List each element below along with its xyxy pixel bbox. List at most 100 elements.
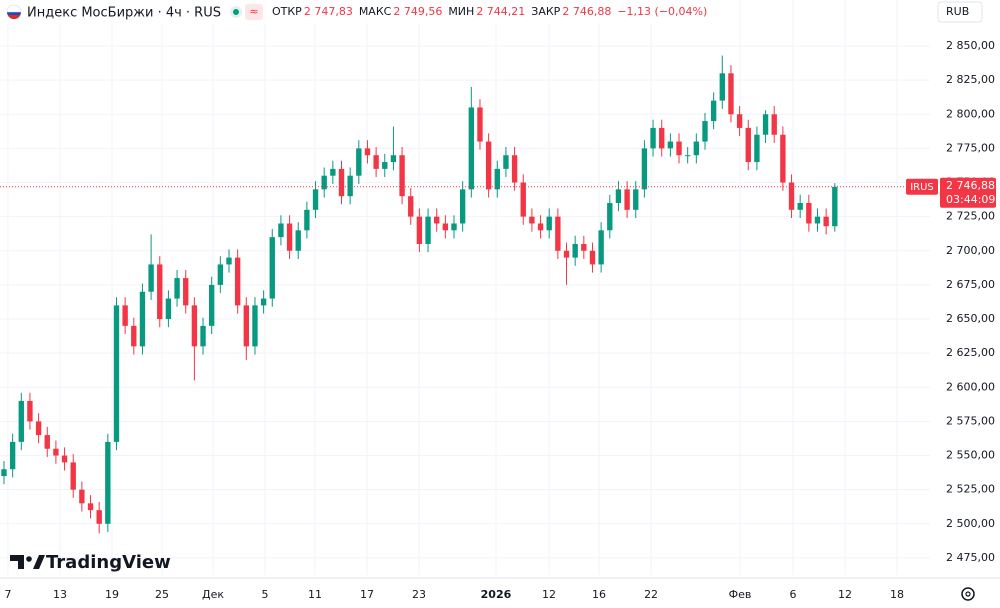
legend-label: ОТКР — [272, 5, 302, 18]
x-tick-label: 7 — [4, 588, 11, 601]
candle-body — [295, 230, 301, 251]
candle-body — [520, 182, 526, 217]
candle-body — [633, 189, 639, 210]
brand-logo-slash — [33, 555, 45, 569]
candle-body — [563, 250, 570, 258]
header-bg — [0, 0, 700, 24]
candle-body — [832, 186, 838, 227]
legend-value: 2 749,56 — [393, 5, 442, 18]
candle-body — [105, 441, 111, 524]
candle-body — [338, 168, 345, 197]
y-tick-label: 2 550,00 — [946, 449, 995, 462]
candle-body — [252, 305, 258, 347]
symbol-tag: IRUS — [910, 182, 934, 193]
symbol-tag-bg — [906, 178, 938, 195]
candle-body — [139, 291, 146, 347]
candle-body — [304, 209, 310, 231]
candle-body — [408, 196, 414, 217]
candle-body — [61, 455, 68, 463]
candle-body — [87, 503, 94, 511]
x-tick-label: 19 — [105, 588, 119, 601]
candle-body — [399, 155, 405, 197]
candle-body — [719, 73, 725, 101]
candle-body — [200, 325, 206, 347]
candle-body — [459, 189, 466, 224]
candle-body — [823, 216, 829, 227]
x-tick-label: 5 — [261, 588, 268, 601]
currency-button[interactable] — [937, 1, 983, 23]
legend-value: 2 747,83 — [304, 5, 353, 18]
x-tick-label: 18 — [890, 588, 904, 601]
x-tick-label: 12 — [838, 588, 852, 601]
candle-body — [148, 264, 154, 292]
x-tick-label: 6 — [790, 588, 797, 601]
candle-body — [728, 73, 734, 115]
candle-body — [321, 175, 327, 190]
candle-body — [814, 216, 821, 224]
candle-body — [598, 230, 604, 265]
gear-center — [965, 591, 971, 597]
y-tick-label: 2 775,00 — [946, 141, 995, 154]
candle-body — [356, 148, 362, 176]
candle-body — [269, 237, 275, 299]
candle-body — [44, 435, 50, 449]
candle-body — [572, 243, 578, 258]
candle-body — [364, 148, 371, 156]
candle-body — [451, 223, 457, 231]
candle-body — [503, 155, 509, 169]
y-tick-label: 2 850,00 — [946, 39, 995, 52]
x-tick-label: 16 — [592, 588, 606, 601]
last-price: 2 746,88 — [946, 179, 995, 192]
candle-body — [736, 114, 743, 128]
gear[interactable] — [961, 587, 975, 601]
symbol-title: Индекс МосБиржи · 4ч · RUS — [27, 6, 221, 21]
settings-icon[interactable] — [961, 587, 975, 601]
badge[interactable] — [245, 4, 263, 20]
y-tick-label: 2 500,00 — [946, 517, 995, 530]
brand-logo — [10, 555, 24, 569]
candles — [0, 55, 935, 534]
candle-body — [191, 305, 198, 347]
candle-body — [390, 155, 397, 163]
x-tick-label: 11 — [308, 588, 322, 601]
candle-body — [780, 134, 786, 183]
y-tick-label: 2 475,00 — [946, 551, 995, 564]
candle-body — [278, 223, 284, 238]
candle-body — [754, 134, 760, 163]
candle-body — [589, 250, 596, 265]
candle-body — [79, 489, 85, 504]
candle-body — [788, 182, 795, 210]
candle-body — [434, 216, 440, 224]
y-tick-label: 2 525,00 — [946, 483, 995, 496]
x-tick-label: Фев — [729, 588, 752, 601]
candle-body — [771, 114, 777, 135]
candle-body — [442, 223, 449, 231]
candle-body — [9, 441, 16, 470]
legend-change: −1,13 (−0,04%) — [617, 5, 707, 18]
candle-body — [157, 264, 163, 320]
candle-body — [650, 127, 656, 149]
candle-body — [537, 223, 544, 231]
candle-body — [382, 162, 388, 169]
candle-body — [702, 121, 708, 142]
x-tick-label: 25 — [155, 588, 169, 601]
price-tag-bg — [940, 177, 996, 208]
candle-body — [555, 216, 561, 251]
legend-label: МИН — [448, 5, 474, 18]
x-tick-label: 17 — [360, 588, 374, 601]
candle-body — [494, 168, 500, 190]
currency: RUB — [946, 5, 969, 18]
candle-body — [53, 448, 59, 456]
candle-body — [693, 141, 700, 156]
candle-body — [546, 216, 552, 231]
candle-body — [35, 421, 42, 436]
candle-body — [286, 223, 293, 251]
candle-body — [485, 141, 492, 190]
candle-body — [797, 202, 803, 210]
candle-body — [806, 202, 812, 224]
legend-value: 2 744,21 — [476, 5, 525, 18]
candle-body — [27, 400, 33, 422]
candle-body — [373, 155, 379, 169]
y-tick-label: 2 675,00 — [946, 278, 995, 291]
